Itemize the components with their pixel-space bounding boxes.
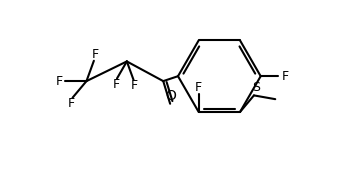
Text: F: F <box>68 97 75 110</box>
Text: F: F <box>91 48 99 61</box>
Text: F: F <box>112 78 120 91</box>
Text: O: O <box>166 89 177 103</box>
Text: F: F <box>282 70 289 83</box>
Text: F: F <box>131 79 138 92</box>
Text: F: F <box>195 81 202 94</box>
Text: S: S <box>252 81 260 94</box>
Text: F: F <box>55 75 62 88</box>
